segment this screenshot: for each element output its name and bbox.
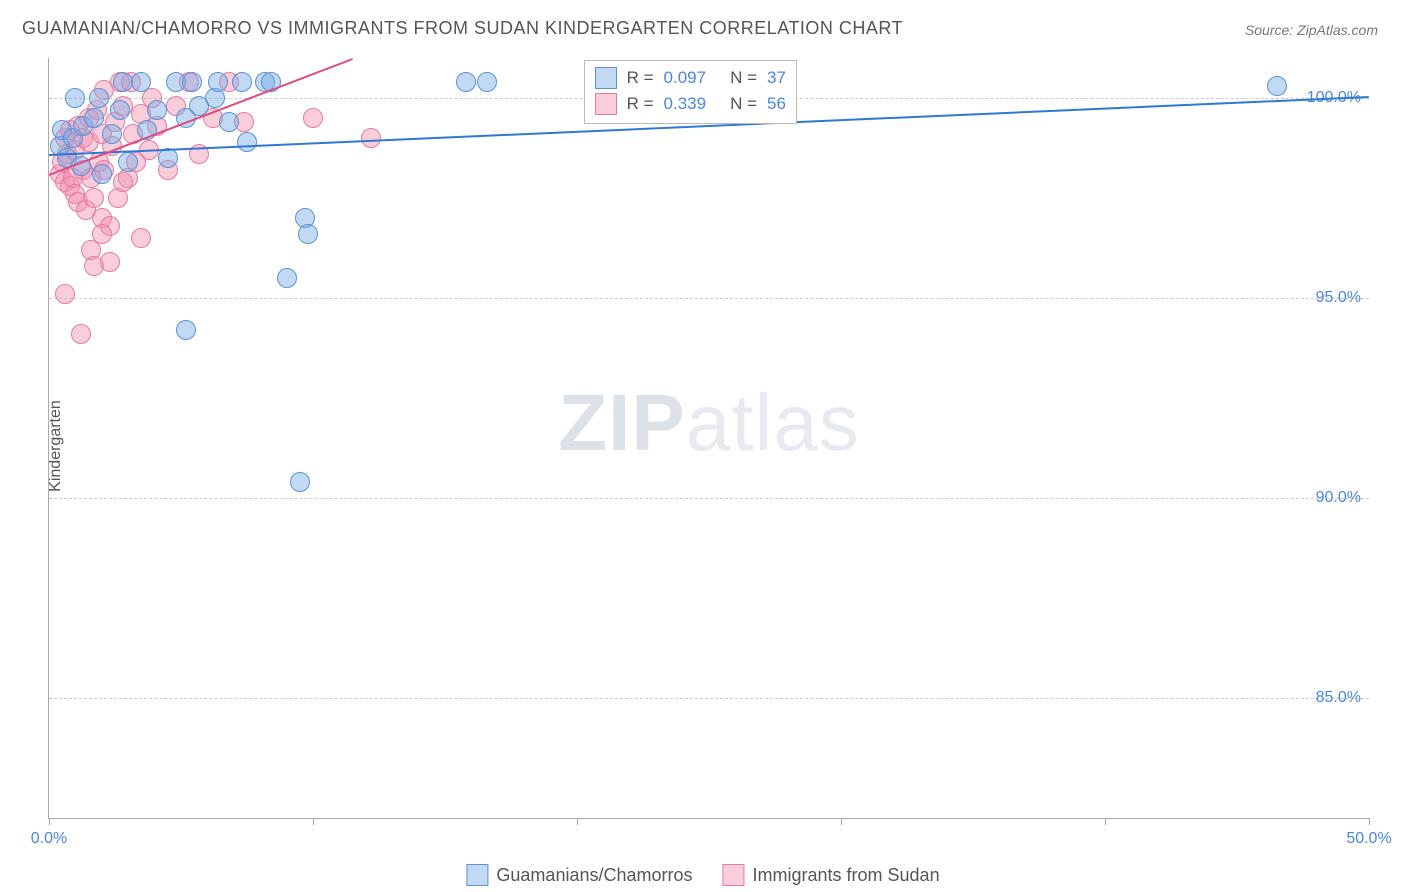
- x-tick-label: 0.0%: [31, 830, 67, 848]
- stats-legend-row: R = 0.097 N = 37: [595, 65, 786, 91]
- chart-title: GUAMANIAN/CHAMORRO VS IMMIGRANTS FROM SU…: [22, 18, 903, 39]
- scatter-point: [182, 72, 202, 92]
- legend-item-pink: Immigrants from Sudan: [723, 864, 940, 886]
- scatter-point: [232, 72, 252, 92]
- x-tick: [841, 818, 842, 825]
- bottom-legend: Guamanians/Chamorros Immigrants from Sud…: [466, 864, 939, 886]
- stat-n-value: 37: [767, 68, 786, 88]
- scatter-point: [118, 152, 138, 172]
- scatter-point: [92, 224, 112, 244]
- scatter-point: [84, 188, 104, 208]
- scatter-point: [65, 88, 85, 108]
- x-tick-label: 50.0%: [1346, 830, 1391, 848]
- scatter-point: [361, 128, 381, 148]
- gridline: [49, 298, 1369, 299]
- x-tick: [313, 818, 314, 825]
- scatter-plot-area: ZIPatlas 85.0%90.0%95.0%100.0%0.0%50.0%R…: [48, 58, 1369, 819]
- scatter-point: [290, 472, 310, 492]
- legend-label-pink: Immigrants from Sudan: [753, 865, 940, 886]
- x-tick: [1369, 818, 1370, 825]
- y-tick-label: 85.0%: [1316, 689, 1361, 707]
- scatter-point: [298, 224, 318, 244]
- scatter-point: [131, 72, 151, 92]
- gridline: [49, 498, 1369, 499]
- scatter-point: [89, 88, 109, 108]
- legend-swatch: [595, 67, 617, 89]
- stats-legend-row: R = 0.339 N = 56: [595, 91, 786, 117]
- legend-swatch-blue: [466, 864, 488, 886]
- scatter-point: [176, 320, 196, 340]
- stat-r-label: R =: [627, 68, 654, 88]
- scatter-point: [100, 252, 120, 272]
- legend-swatch: [595, 93, 617, 115]
- scatter-point: [208, 72, 228, 92]
- x-tick: [577, 818, 578, 825]
- legend-swatch-pink: [723, 864, 745, 886]
- stat-r-value: 0.339: [664, 94, 707, 114]
- scatter-point: [1267, 76, 1287, 96]
- watermark: ZIPatlas: [558, 377, 859, 469]
- scatter-point: [237, 132, 257, 152]
- stat-n-value: 56: [767, 94, 786, 114]
- scatter-point: [92, 164, 112, 184]
- scatter-point: [147, 100, 167, 120]
- stat-n-label: N =: [730, 94, 757, 114]
- gridline: [49, 698, 1369, 699]
- scatter-point: [110, 100, 130, 120]
- scatter-point: [303, 108, 323, 128]
- scatter-point: [131, 228, 151, 248]
- scatter-point: [277, 268, 297, 288]
- x-tick: [1105, 818, 1106, 825]
- legend-item-blue: Guamanians/Chamorros: [466, 864, 692, 886]
- scatter-point: [219, 112, 239, 132]
- scatter-point: [71, 324, 91, 344]
- legend-label-blue: Guamanians/Chamorros: [496, 865, 692, 886]
- stat-r-value: 0.097: [664, 68, 707, 88]
- x-tick: [49, 818, 50, 825]
- stat-n-label: N =: [730, 68, 757, 88]
- stat-r-label: R =: [627, 94, 654, 114]
- scatter-point: [477, 72, 497, 92]
- stats-legend: R = 0.097 N = 37 R = 0.339 N = 56: [584, 60, 797, 124]
- scatter-point: [55, 284, 75, 304]
- scatter-point: [113, 72, 133, 92]
- scatter-point: [456, 72, 476, 92]
- scatter-point: [84, 108, 104, 128]
- y-tick-label: 95.0%: [1316, 289, 1361, 307]
- scatter-point: [102, 124, 122, 144]
- y-tick-label: 90.0%: [1316, 489, 1361, 507]
- source-citation: Source: ZipAtlas.com: [1245, 22, 1378, 38]
